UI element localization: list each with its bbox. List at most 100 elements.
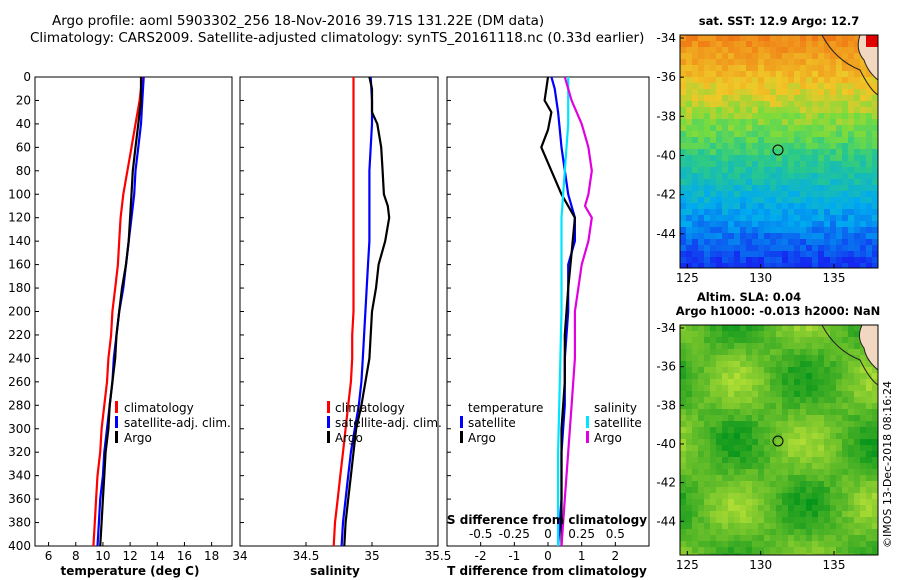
sst-cell: [872, 209, 878, 215]
sst-cell: [800, 101, 806, 107]
sla-cell: [710, 379, 716, 385]
sst-cell: [752, 191, 758, 197]
sst-cell: [710, 191, 716, 197]
sla-cell: [806, 451, 812, 457]
sst-cell: [734, 227, 740, 233]
sla-cell: [776, 499, 782, 505]
sla-cell: [854, 463, 860, 469]
sla-cell: [734, 355, 740, 361]
sla-cell: [698, 553, 704, 555]
sst-cell: [842, 137, 848, 143]
coastline: [821, 324, 879, 386]
sla-cell: [836, 373, 842, 379]
sst-cell: [830, 101, 836, 107]
sla-cell: [854, 523, 860, 529]
sla-cell: [800, 547, 806, 553]
sst-cell: [776, 113, 782, 119]
sla-cell: [872, 397, 878, 403]
sla-cell: [734, 427, 740, 433]
sst-cell: [746, 131, 752, 137]
sst-cell: [728, 35, 734, 41]
sst-cell: [860, 107, 866, 113]
sst-cell: [716, 215, 722, 221]
sla-cell: [716, 547, 722, 553]
sst-cell: [854, 95, 860, 101]
sst-cell: [752, 197, 758, 203]
sla-cell: [812, 373, 818, 379]
sla-cell: [722, 469, 728, 475]
sst-cell: [776, 155, 782, 161]
sst-cell: [836, 143, 842, 149]
sla-cell: [824, 343, 830, 349]
sst-cell: [698, 161, 704, 167]
sla-cell: [716, 385, 722, 391]
sla-cell: [860, 535, 866, 541]
sla-cell: [824, 457, 830, 463]
sla-cell: [710, 325, 716, 331]
sst-cell: [818, 233, 824, 239]
sst-cell: [680, 95, 686, 101]
sst-cell: [818, 101, 824, 107]
sst-cell: [710, 227, 716, 233]
sla-cell: [836, 553, 842, 555]
sla-cell: [680, 487, 686, 493]
sst-cell: [794, 65, 800, 71]
sla-cell: [788, 475, 794, 481]
sla-cell: [680, 379, 686, 385]
sst-cell: [728, 149, 734, 155]
sla-cell: [758, 535, 764, 541]
sst-cell: [722, 143, 728, 149]
legend-swatch-climatology: [327, 401, 330, 413]
sla-cell: [680, 355, 686, 361]
sla-cell: [872, 403, 878, 409]
sla-cell: [848, 427, 854, 433]
sst-cell: [722, 257, 728, 263]
sst-cell: [794, 215, 800, 221]
sla-cell: [692, 325, 698, 331]
sst-cell: [806, 221, 812, 227]
sla-cell: [752, 433, 758, 439]
sst-cell: [716, 125, 722, 131]
sla-cell: [824, 517, 830, 523]
sst-cell: [830, 257, 836, 263]
sst-cell: [740, 149, 746, 155]
map-x-tick-label: 135: [823, 558, 846, 572]
sla-cell: [746, 385, 752, 391]
sla-cell: [836, 331, 842, 337]
sst-cell: [680, 167, 686, 173]
sst-cell: [806, 161, 812, 167]
sst-cell: [794, 251, 800, 257]
sst-cell: [788, 89, 794, 95]
sst-cell: [746, 95, 752, 101]
sst-cell: [710, 113, 716, 119]
sst-cell: [716, 131, 722, 137]
sst-cell: [758, 77, 764, 83]
sla-cell: [746, 457, 752, 463]
sla-cell: [848, 499, 854, 505]
sla-cell: [704, 535, 710, 541]
sla-cell: [746, 439, 752, 445]
sla-cell: [812, 385, 818, 391]
sla-cell: [710, 367, 716, 373]
sla-cell: [782, 487, 788, 493]
sla-cell: [740, 463, 746, 469]
legend-label-argo: Argo: [124, 431, 152, 445]
sla-cell: [764, 469, 770, 475]
sla-cell: [692, 481, 698, 487]
sst-cell: [698, 179, 704, 185]
sla-cell: [758, 487, 764, 493]
sst-cell: [692, 227, 698, 233]
sst-cell: [782, 35, 788, 41]
depth-tick-label: 20: [16, 93, 31, 107]
sla-cell: [830, 331, 836, 337]
sla-cell: [752, 541, 758, 547]
sst-cell: [788, 179, 794, 185]
sst-cell: [824, 239, 830, 245]
sst-cell: [740, 101, 746, 107]
sst-cell: [752, 203, 758, 209]
sst-cell: [782, 107, 788, 113]
sst-cell: [854, 35, 860, 41]
sla-cell: [794, 379, 800, 385]
sla-cell: [710, 487, 716, 493]
sla-cell: [860, 517, 866, 523]
